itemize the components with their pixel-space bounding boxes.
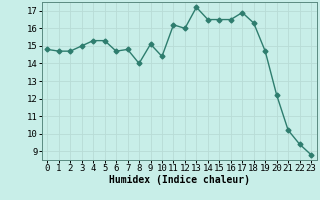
X-axis label: Humidex (Indice chaleur): Humidex (Indice chaleur) xyxy=(109,175,250,185)
